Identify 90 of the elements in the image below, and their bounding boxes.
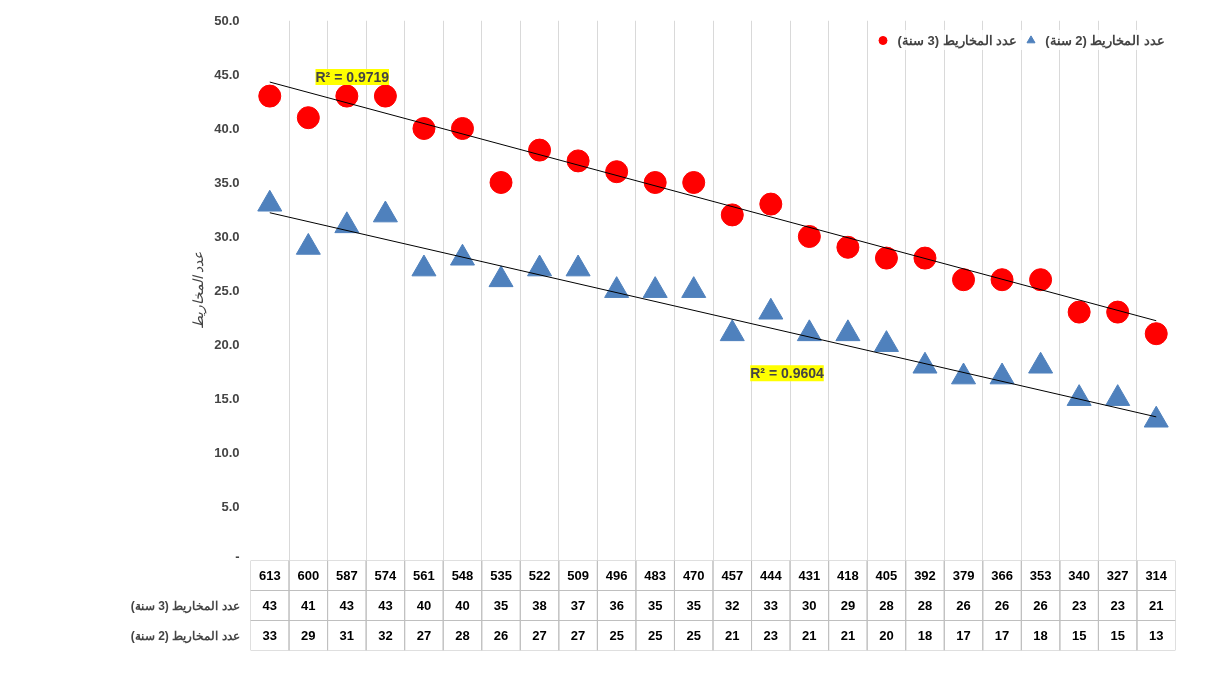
data-label: 29: [840, 598, 856, 613]
data-label: 40: [455, 598, 470, 613]
data-label: 31: [339, 628, 355, 643]
x-tick-label: 470: [682, 568, 705, 583]
x-tick-label: 418: [837, 568, 859, 583]
data-label: 23: [763, 628, 779, 643]
x-tick-label: 353: [1029, 568, 1052, 583]
annotation: R² = 0.9604: [750, 365, 824, 382]
data-label: 20: [879, 628, 894, 643]
data-label: 35: [493, 598, 509, 613]
x-tick-label: 600: [297, 568, 320, 583]
y-tick-label: 25.0: [214, 283, 240, 298]
x-tick-label: 613: [258, 568, 281, 583]
data-label: 43: [339, 598, 355, 613]
y-axis-title: عدد المخاريط: [190, 251, 208, 330]
data-label: 15: [1071, 628, 1087, 643]
data-label: 35: [686, 598, 701, 613]
x-tick-label: 574: [374, 568, 398, 583]
legend-label: عدد المخاريط (3 سنة): [897, 32, 1018, 48]
x-tick-label: 587: [336, 568, 358, 583]
y-tick-label: 35.0: [214, 175, 240, 190]
y-tick-label: 20.0: [214, 337, 240, 352]
x-tick-label: 522: [528, 568, 551, 583]
y-tick-label: -: [235, 548, 240, 564]
y-tick-label: 15.0: [214, 391, 240, 406]
x-tick-label: 431: [798, 568, 821, 583]
data-label: 41: [301, 598, 316, 613]
data-label: 21: [840, 628, 856, 643]
data-label: 32: [378, 628, 393, 643]
data-label: 18: [917, 628, 933, 643]
data-label: 33: [763, 598, 779, 613]
data-label: 40: [416, 598, 432, 613]
x-tick-label: 314: [1145, 568, 1168, 583]
data-label: 15: [1110, 628, 1125, 643]
data-label: 28: [879, 598, 894, 613]
text: عدد المخاريط (3 سنة): [130, 598, 240, 613]
y-tick-label: 45.0: [214, 67, 240, 82]
data-label: 27: [570, 628, 586, 643]
data-label: 26: [994, 598, 1010, 613]
data-label: 17: [994, 628, 1010, 643]
data-label: 35: [647, 598, 663, 613]
x-tick-label: 548: [451, 568, 474, 583]
y-tick-label: 30.0: [214, 229, 240, 244]
data-label: 17: [956, 628, 971, 643]
y-tick-label: 5.0: [221, 499, 240, 514]
data-label: 18: [1033, 628, 1048, 643]
x-tick-label: 340: [1068, 568, 1090, 583]
legend-label: عدد المخاريط (2 سنة): [1045, 32, 1165, 48]
x-tick-label: 457: [721, 568, 744, 583]
data-label: 36: [609, 598, 624, 613]
data-label: 32: [725, 598, 740, 613]
x-tick-label: 392: [914, 568, 936, 583]
y-tick-label: 50.0: [214, 13, 240, 28]
data-label: 27: [416, 628, 432, 643]
data-label: 21: [725, 628, 740, 643]
data-label: 43: [378, 598, 393, 613]
data-label: 33: [262, 628, 278, 643]
y-tick-label: 10.0: [214, 445, 240, 460]
data-label: 43: [262, 598, 278, 613]
data-label: 23: [1110, 598, 1125, 613]
text: عدد المخاريط (2 سنة): [130, 628, 240, 643]
data-label: 26: [493, 628, 509, 643]
data-label: 25: [609, 628, 624, 643]
data-label: 25: [647, 628, 663, 643]
x-tick-label: 535: [490, 568, 512, 583]
data-label: 29: [301, 628, 316, 643]
y-tick-label: 40.0: [214, 121, 240, 136]
x-tick-label: 379: [952, 568, 975, 583]
data-label: 27: [532, 628, 547, 643]
x-tick-label: 444: [759, 568, 783, 583]
data-label: 37: [570, 598, 586, 613]
x-tick-label: 483: [644, 568, 667, 583]
data-label: 28: [455, 628, 470, 643]
data-label: 21: [802, 628, 817, 643]
data-label: 38: [532, 598, 547, 613]
x-tick-label: 366: [991, 568, 1013, 583]
data-label: 26: [1033, 598, 1048, 613]
x-tick-label: 509: [567, 568, 589, 583]
data-label: 25: [686, 628, 701, 643]
x-tick-label: 496: [605, 568, 628, 583]
data-label: 30: [802, 598, 817, 613]
data-label: 13: [1149, 628, 1164, 643]
data-label: 21: [1149, 598, 1164, 613]
annotation: R² = 0.9719: [315, 68, 390, 85]
data-label: 28: [917, 598, 933, 613]
x-tick-label: 327: [1106, 568, 1129, 583]
x-tick-label: 561: [413, 568, 435, 583]
data-label: 23: [1071, 598, 1087, 613]
data-label: 26: [956, 598, 971, 613]
x-tick-label: 405: [875, 568, 898, 583]
